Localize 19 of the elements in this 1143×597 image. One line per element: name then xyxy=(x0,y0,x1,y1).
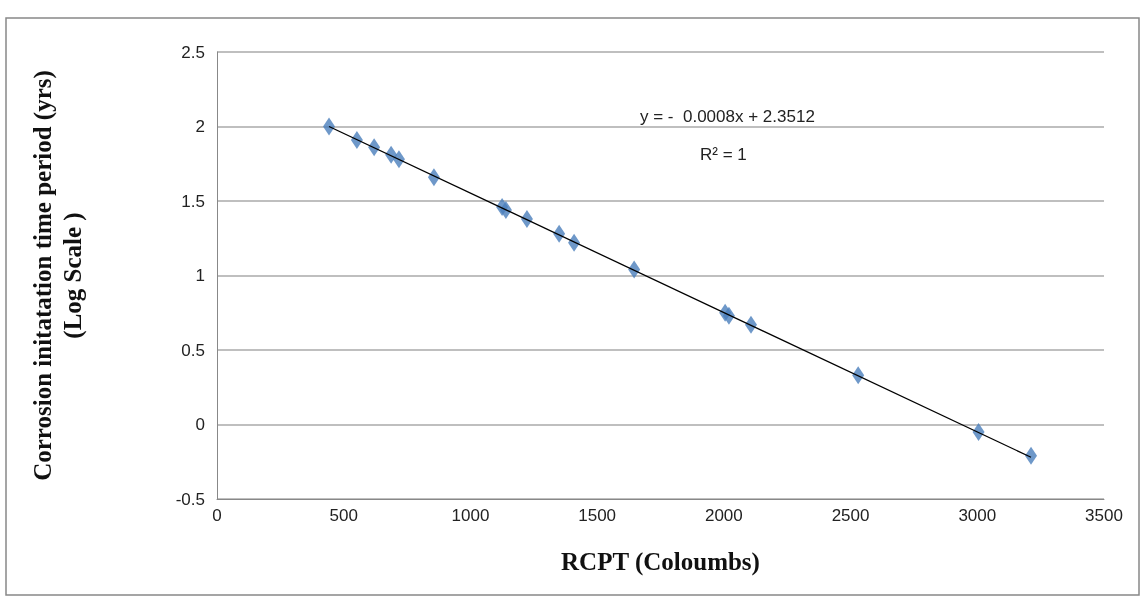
x-tick-label: 3000 xyxy=(958,506,997,525)
y-tick-label: 2.5 xyxy=(181,42,205,62)
x-tick-label: 2000 xyxy=(704,506,743,525)
y-tick-label: 0 xyxy=(195,415,205,434)
y-tick-label: 2 xyxy=(195,117,205,136)
annotation: R² = 1 xyxy=(700,145,747,164)
x-tick-label: 0 xyxy=(212,506,222,525)
x-axis-title: RCPT (Coloumbs) xyxy=(561,548,760,576)
y-tick-label: 1 xyxy=(195,266,205,285)
y-axis-title: Corrosion initatation time period (yrs) (Log Scale ) xyxy=(28,70,87,481)
x-tick-label: 1500 xyxy=(578,506,617,525)
x-tick-label: 500 xyxy=(329,506,358,525)
annotation: y = - 0.0008x + 2.3512 xyxy=(640,107,815,126)
x-tick-label: 2500 xyxy=(831,506,870,525)
y-tick-label: 1.5 xyxy=(181,191,205,211)
x-tick-label: 1000 xyxy=(451,506,490,525)
y-tick-label: 0.5 xyxy=(181,340,205,360)
y-tick-label: -0.5 xyxy=(175,489,205,509)
x-tick-label: 3500 xyxy=(1085,506,1123,525)
